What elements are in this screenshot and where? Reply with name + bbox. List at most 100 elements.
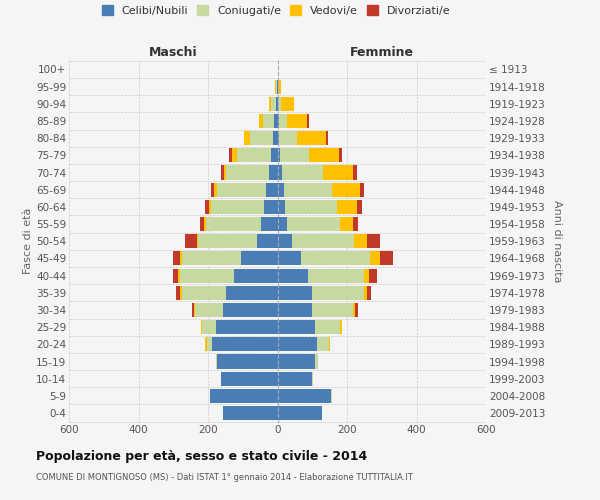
- Bar: [257, 234, 277, 248]
- Bar: [353, 217, 358, 231]
- Text: Femmine: Femmine: [350, 46, 414, 59]
- Bar: [277, 182, 284, 197]
- Bar: [332, 182, 360, 197]
- Bar: [277, 234, 292, 248]
- Bar: [315, 354, 318, 368]
- Bar: [263, 114, 274, 128]
- Bar: [277, 131, 279, 145]
- Bar: [180, 268, 234, 282]
- Bar: [277, 286, 311, 300]
- Bar: [217, 182, 266, 197]
- Bar: [277, 372, 311, 386]
- Bar: [292, 234, 354, 248]
- Bar: [280, 148, 309, 162]
- Bar: [277, 268, 308, 282]
- Bar: [277, 338, 317, 351]
- Bar: [229, 148, 232, 162]
- Bar: [180, 252, 182, 266]
- Bar: [232, 148, 237, 162]
- Bar: [370, 252, 380, 266]
- Bar: [315, 320, 340, 334]
- Bar: [277, 406, 322, 420]
- Bar: [191, 303, 194, 317]
- Bar: [224, 166, 226, 179]
- Bar: [173, 268, 178, 282]
- Bar: [277, 97, 278, 111]
- Bar: [226, 166, 269, 179]
- Bar: [353, 303, 355, 317]
- Bar: [215, 320, 277, 334]
- Bar: [206, 217, 261, 231]
- Bar: [311, 286, 364, 300]
- Bar: [185, 234, 197, 248]
- Bar: [340, 217, 353, 231]
- Bar: [198, 234, 257, 248]
- Bar: [285, 200, 337, 214]
- Bar: [277, 389, 331, 403]
- Bar: [312, 303, 353, 317]
- Bar: [182, 286, 226, 300]
- Bar: [194, 303, 196, 317]
- Bar: [271, 97, 276, 111]
- Bar: [311, 372, 313, 386]
- Text: Maschi: Maschi: [149, 46, 197, 59]
- Bar: [197, 234, 198, 248]
- Bar: [301, 252, 370, 266]
- Bar: [205, 338, 207, 351]
- Bar: [277, 148, 280, 162]
- Bar: [173, 252, 180, 266]
- Bar: [309, 148, 340, 162]
- Bar: [211, 200, 264, 214]
- Bar: [223, 303, 277, 317]
- Text: Popolazione per età, sesso e stato civile - 2014: Popolazione per età, sesso e stato civil…: [36, 450, 367, 463]
- Bar: [277, 252, 301, 266]
- Y-axis label: Anni di nascita: Anni di nascita: [552, 200, 562, 282]
- Bar: [281, 97, 294, 111]
- Bar: [276, 80, 277, 94]
- Bar: [275, 80, 276, 94]
- Bar: [237, 148, 271, 162]
- Bar: [221, 372, 277, 386]
- Bar: [298, 131, 326, 145]
- Legend: Celibi/Nubili, Coniugati/e, Vedovi/e, Divorziati/e: Celibi/Nubili, Coniugati/e, Vedovi/e, Di…: [100, 3, 452, 18]
- Bar: [271, 148, 277, 162]
- Bar: [317, 338, 329, 351]
- Bar: [353, 166, 357, 179]
- Bar: [207, 338, 212, 351]
- Bar: [369, 268, 377, 282]
- Bar: [278, 97, 281, 111]
- Bar: [278, 80, 281, 94]
- Bar: [287, 217, 340, 231]
- Bar: [205, 200, 209, 214]
- Bar: [277, 200, 285, 214]
- Bar: [244, 131, 250, 145]
- Bar: [277, 80, 278, 94]
- Bar: [323, 166, 353, 179]
- Bar: [214, 182, 217, 197]
- Bar: [307, 114, 309, 128]
- Bar: [340, 320, 342, 334]
- Bar: [277, 166, 281, 179]
- Bar: [331, 389, 332, 403]
- Bar: [340, 148, 342, 162]
- Bar: [201, 320, 202, 334]
- Bar: [277, 217, 287, 231]
- Bar: [204, 217, 206, 231]
- Bar: [274, 114, 277, 128]
- Bar: [269, 166, 277, 179]
- Bar: [337, 200, 357, 214]
- Bar: [364, 286, 367, 300]
- Bar: [354, 234, 367, 248]
- Bar: [284, 182, 332, 197]
- Bar: [380, 252, 393, 266]
- Bar: [261, 217, 277, 231]
- Bar: [264, 200, 277, 214]
- Bar: [212, 338, 277, 351]
- Bar: [277, 114, 279, 128]
- Bar: [182, 252, 241, 266]
- Bar: [202, 320, 215, 334]
- Y-axis label: Fasce di età: Fasce di età: [23, 208, 33, 274]
- Bar: [209, 200, 211, 214]
- Bar: [259, 114, 263, 128]
- Bar: [176, 286, 180, 300]
